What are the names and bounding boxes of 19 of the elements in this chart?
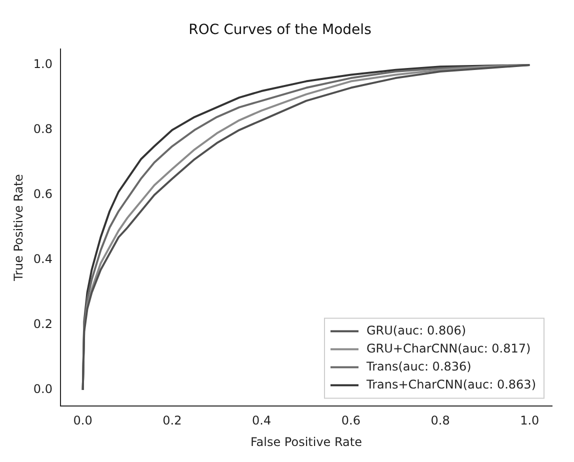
- x-tick-label: 0.0: [73, 414, 92, 428]
- x-tick-label: 1.0: [520, 414, 540, 428]
- y-tick-label: 1.0: [33, 57, 52, 72]
- y-tick-label: 0.6: [33, 187, 52, 202]
- y-tick-label: 0.4: [33, 252, 52, 266]
- x-tick-label: 0.8: [430, 414, 450, 428]
- legend-label: GRU(auc: 0.806): [366, 323, 466, 338]
- x-tick-label: 0.6: [341, 414, 360, 428]
- legend-label: Trans(auc: 0.836): [366, 359, 472, 374]
- legend-label: GRU+CharCNN(auc: 0.817): [366, 341, 531, 356]
- y-tick-label: 0.0: [33, 382, 52, 396]
- legend-label: Trans+CharCNN(auc: 0.863): [366, 377, 536, 392]
- chart-title: ROC Curves of the Models: [188, 22, 372, 38]
- x-axis-title: False Positive Rate: [250, 434, 362, 449]
- y-tick-label: 0.8: [33, 122, 52, 136]
- x-tick-label: 0.4: [252, 414, 272, 428]
- y-axis-title: True Positive Rate: [11, 174, 26, 282]
- y-tick-label: 0.2: [33, 317, 52, 332]
- x-tick-label: 0.2: [162, 414, 182, 428]
